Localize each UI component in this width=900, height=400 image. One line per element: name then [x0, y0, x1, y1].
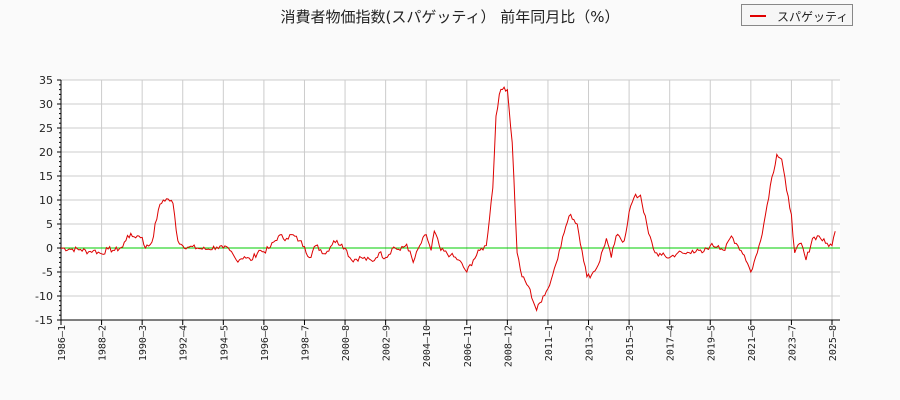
- legend-label: スパゲッティ: [777, 10, 849, 24]
- x-tick-label: 1988–2: [98, 325, 109, 361]
- x-tick-label: 1996–6: [260, 325, 271, 361]
- x-tick-label: 1994–5: [219, 325, 230, 361]
- y-tick-label: 5: [46, 218, 53, 231]
- y-tick-label: 20: [39, 146, 53, 159]
- x-tick-label: 2000–8: [341, 325, 352, 361]
- x-tick-label: 2015–3: [625, 325, 636, 361]
- x-tick-label: 1998–7: [300, 325, 311, 361]
- x-tick-label: 1986–1: [57, 325, 68, 361]
- x-tick-label: 2006–11: [463, 325, 474, 367]
- y-tick-label: 35: [39, 74, 53, 87]
- chart-title: 消費者物価指数(スパゲッティ） 前年同月比（%）: [280, 8, 620, 26]
- x-tick-label: 2013–2: [585, 325, 596, 361]
- x-tick-label: 2017–4: [666, 325, 677, 361]
- y-tick-label: 0: [46, 242, 53, 255]
- y-tick-label: -10: [35, 290, 53, 303]
- x-tick-label: 2002–9: [382, 325, 393, 361]
- x-tick-label: 2025–8: [828, 325, 839, 361]
- series-line-spaghetti: [60, 86, 836, 313]
- x-tick-label: 1990–3: [138, 325, 149, 361]
- y-tick-label: 30: [39, 98, 53, 111]
- y-tick-label: -5: [42, 266, 53, 279]
- legend-swatch-icon: [750, 15, 766, 17]
- y-tick-label: -15: [35, 314, 53, 327]
- legend: スパゲッティ: [741, 4, 853, 26]
- x-tick-label: 2023–7: [787, 325, 798, 361]
- x-tick-label: 2008–12: [503, 325, 514, 367]
- x-tick-label: 2019–5: [706, 325, 717, 361]
- y-tick-label: 25: [39, 122, 53, 135]
- x-tick-label: 2011–1: [544, 325, 555, 361]
- x-tick-label: 2004–10: [422, 325, 433, 367]
- x-tick-label: 1992–4: [179, 325, 190, 361]
- y-tick-label: 10: [39, 194, 53, 207]
- x-tick-label: 2021–6: [747, 325, 758, 361]
- y-tick-label: 15: [39, 170, 53, 183]
